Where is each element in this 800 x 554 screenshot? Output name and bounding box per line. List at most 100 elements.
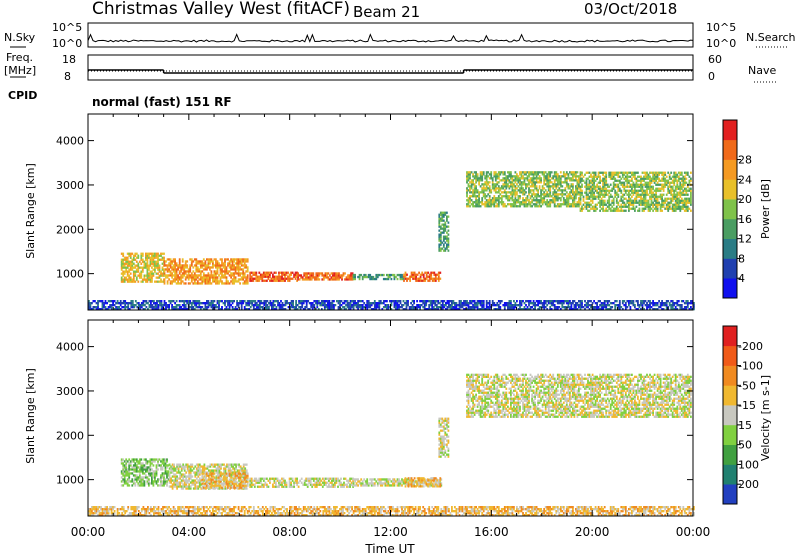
data-cell (192, 266, 195, 269)
data-cell (668, 181, 671, 184)
data-cell (629, 302, 632, 305)
data-cell (621, 199, 624, 202)
data-cell (653, 189, 656, 192)
data-cell (215, 272, 217, 275)
data-cell (525, 201, 527, 204)
data-cell (249, 302, 252, 305)
data-cell (535, 304, 538, 307)
data-cell (207, 266, 210, 269)
data-cell (671, 175, 674, 178)
data-cell (120, 252, 123, 255)
data-cell (503, 304, 506, 307)
data-cell (180, 266, 183, 269)
data-cell (199, 306, 202, 309)
data-cell (168, 268, 170, 271)
data-cell (617, 173, 620, 176)
data-cell (230, 276, 232, 279)
data-cell (163, 278, 166, 281)
data-cell (484, 197, 487, 200)
data-cell (505, 193, 508, 196)
data-cell (140, 254, 143, 257)
data-cell (573, 193, 576, 196)
data-cell (537, 205, 539, 208)
data-cell (667, 179, 670, 182)
data-cell (523, 308, 526, 311)
data-cell (582, 179, 585, 182)
data-cell (181, 300, 184, 303)
data-cell (146, 264, 149, 267)
data-cell (237, 306, 240, 309)
data-cell (576, 308, 579, 311)
data-cell (135, 260, 138, 263)
data-cell (154, 280, 156, 283)
data-cell (677, 187, 680, 190)
data-cell (585, 187, 588, 190)
data-cell (210, 274, 213, 277)
data-cell (370, 277, 373, 281)
data-cell (475, 173, 477, 176)
data-cell (125, 276, 128, 279)
data-cell (233, 276, 235, 279)
data-cell (535, 201, 538, 204)
data-cell (327, 304, 329, 307)
data-cell (444, 247, 447, 250)
data-cell (129, 278, 132, 281)
data-cell (528, 183, 530, 186)
data-cell (617, 207, 620, 210)
data-cell (455, 302, 458, 305)
data-cell (143, 480, 146, 483)
data-cell (186, 270, 189, 273)
data-cell (615, 173, 618, 176)
data-cell (555, 191, 558, 194)
data-cell (393, 304, 396, 307)
data-cell (541, 304, 544, 307)
data-cell (212, 262, 214, 265)
data-cell (297, 276, 299, 279)
data-cell (444, 237, 447, 240)
data-cell (320, 300, 323, 303)
data-cell (565, 300, 568, 303)
data-cell (258, 308, 261, 311)
data-cell (97, 304, 99, 307)
data-cell (148, 484, 150, 487)
data-cell (231, 308, 234, 311)
data-cell (623, 300, 626, 303)
data-cell (503, 183, 506, 186)
data-cell (416, 279, 419, 282)
data-cell (237, 258, 240, 261)
data-cell (246, 266, 249, 269)
data-cell (122, 480, 125, 483)
data-cell (125, 266, 128, 269)
data-cell (553, 205, 556, 208)
data-cell (507, 199, 509, 202)
data-cell (680, 197, 683, 200)
data-cell (195, 268, 198, 271)
data-cell (623, 193, 626, 196)
data-cell (216, 268, 219, 271)
data-cell (621, 181, 624, 184)
data-cell (626, 171, 629, 174)
data-cell (606, 300, 609, 303)
data-cell (653, 197, 656, 200)
data-cell (538, 308, 541, 311)
data-cell (520, 302, 523, 305)
data-cell (141, 472, 144, 475)
data-cell (137, 478, 140, 481)
data-cell (553, 191, 556, 194)
data-cell (469, 187, 471, 190)
data-cell (665, 205, 668, 208)
data-cell (650, 187, 653, 190)
data-cell (503, 189, 506, 192)
data-cell (120, 258, 123, 261)
data-cell (335, 274, 337, 277)
data-cell (543, 187, 546, 190)
data-cell (487, 308, 490, 311)
data-cell (131, 484, 134, 487)
data-cell (355, 306, 358, 309)
y-tick-label: 3000 (56, 179, 84, 192)
data-cell (128, 260, 131, 263)
data-cell (118, 308, 121, 311)
data-cell (151, 472, 153, 475)
data-cell (481, 300, 484, 303)
data-cell (628, 205, 630, 208)
